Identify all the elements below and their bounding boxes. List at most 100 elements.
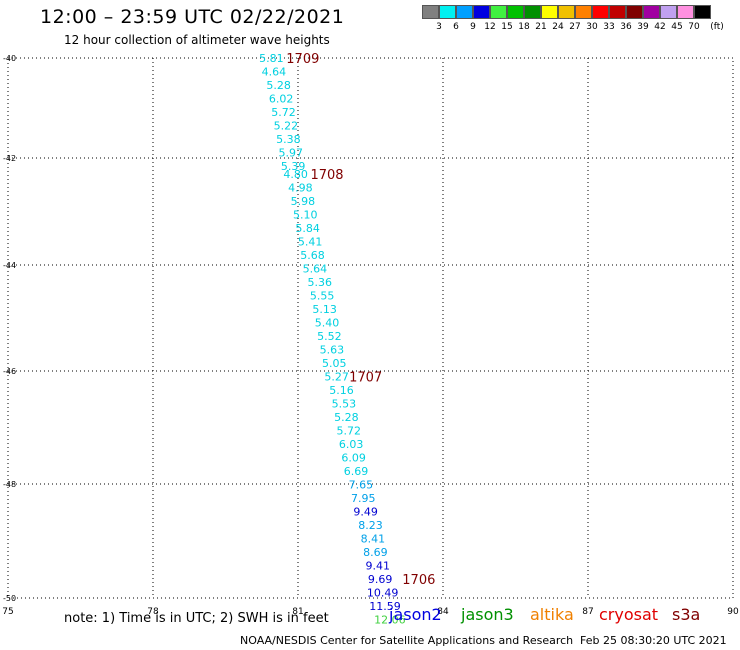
- pass-time: 1706: [402, 573, 435, 588]
- swh-value: 9.69: [368, 573, 393, 586]
- swh-value: 8.23: [358, 519, 383, 532]
- color-swatch: [575, 5, 592, 19]
- color-swatch: [660, 5, 677, 19]
- swh-value: 5.36: [308, 276, 333, 289]
- y-tick-label: -46: [3, 367, 16, 376]
- color-swatch: [626, 5, 643, 19]
- color-scale-tick: 6: [453, 22, 459, 32]
- swh-value: 5.84: [295, 222, 320, 235]
- map-frame: [7, 57, 734, 599]
- color-swatch: [524, 5, 541, 19]
- swh-value: 6.69: [344, 465, 369, 478]
- x-tick-label: 75: [2, 607, 13, 617]
- footer-credit: NOAA/NESDIS Center for Satellite Applica…: [240, 634, 574, 647]
- swh-value: 9.49: [353, 506, 378, 519]
- swh-value: 5.98: [291, 195, 316, 208]
- color-scale-tick: 9: [470, 22, 476, 32]
- color-swatch: [490, 5, 507, 19]
- x-tick-label: 81: [292, 607, 303, 617]
- swh-value: 4.80: [283, 168, 308, 181]
- swh-value: 4.64: [262, 66, 287, 79]
- x-tick-label: 87: [582, 607, 593, 617]
- color-scale-tick: 33: [603, 22, 615, 32]
- swh-value: 5.63: [320, 344, 345, 357]
- y-tick-label: -48: [3, 480, 16, 489]
- pass-time-labels: 1709 1708 1707 1706: [286, 52, 435, 588]
- color-swatch: [558, 5, 575, 19]
- satellite-legend-item: s3a: [672, 605, 701, 624]
- color-scale-tick: 70: [688, 22, 700, 32]
- x-tick-label: 78: [147, 607, 159, 617]
- swh-value: 4.98: [288, 182, 313, 195]
- color-scale-tick: 18: [518, 22, 530, 32]
- swh-value: 5.28: [334, 411, 359, 424]
- color-scale-tick: 24: [552, 22, 564, 32]
- satellite-legend-item: jason2: [389, 605, 442, 624]
- swh-value: 8.69: [363, 546, 388, 559]
- satellite-legend-item: cryosat: [599, 605, 659, 624]
- axis-tick-labels: 75 78 81 84 87 90 -40 -42 -44 -46 -48 -50: [2, 54, 739, 617]
- x-tick-label: 90: [727, 607, 739, 617]
- color-swatch: [677, 5, 694, 19]
- color-scale-tick: 42: [654, 22, 666, 32]
- swh-value: 5.16: [329, 384, 354, 397]
- y-tick-label: -44: [3, 261, 16, 270]
- swh-value: 10.49: [367, 587, 399, 600]
- color-swatch: [609, 5, 626, 19]
- color-scale-tick: 30: [586, 22, 598, 32]
- swh-value: 6.09: [341, 452, 366, 465]
- color-swatch: [473, 5, 490, 19]
- swh-value: 5.81: [259, 52, 284, 65]
- swh-value: 5.97: [279, 147, 304, 160]
- satellite-legend-item: altika: [530, 605, 574, 624]
- pass-time: 1708: [310, 168, 343, 183]
- satellite-legend-item: jason3: [461, 605, 514, 624]
- color-swatch: [507, 5, 524, 19]
- swh-value: 12.06: [374, 614, 406, 627]
- color-swatch: [592, 5, 609, 19]
- swh-value: 6.02: [269, 93, 294, 106]
- swh-value: 7.65: [349, 479, 374, 492]
- swh-value: 5.10: [293, 209, 318, 222]
- color-scale-tick: 15: [501, 22, 513, 32]
- map-subtitle: 12 hour collection of altimeter wave hei…: [64, 33, 330, 47]
- y-tick-label: -40: [3, 54, 16, 63]
- swh-value: 11.59: [369, 600, 401, 613]
- color-swatch: [422, 5, 439, 19]
- color-swatch: [541, 5, 558, 19]
- color-swatch: [643, 5, 660, 19]
- color-scale-tick: 3: [436, 22, 442, 32]
- color-scale-tick: 36: [620, 22, 632, 32]
- color-scale-tick: 27: [569, 22, 581, 32]
- swh-value: 5.53: [332, 398, 357, 411]
- footer-note: note: 1) Time is in UTC; 2) SWH is in fe…: [64, 611, 329, 626]
- pass-time: 1709: [286, 52, 319, 67]
- color-scale-tick: 39: [637, 22, 649, 32]
- swh-value: 5.13: [312, 303, 337, 316]
- swh-value: 5.72: [337, 425, 362, 438]
- footer-timestamp: Feb 25 08:30:20 UTC 2021: [580, 634, 727, 647]
- color-scale-tick: 21: [535, 22, 547, 32]
- swh-value: 5.05: [322, 357, 347, 370]
- color-scale-tick: 45: [671, 22, 683, 32]
- swh-value: 5.22: [274, 120, 299, 133]
- color-swatch: [694, 5, 711, 19]
- swh-value: 5.28: [266, 79, 291, 92]
- swh-value: 6.03: [339, 438, 364, 451]
- swh-value: 5.38: [276, 133, 301, 146]
- swh-value: 5.40: [315, 317, 340, 330]
- swh-value: 5.72: [271, 106, 296, 119]
- swh-value: 5.64: [303, 263, 328, 276]
- swh-value: 9.41: [366, 560, 391, 573]
- swh-value: 5.41: [298, 236, 323, 249]
- x-tick-label: 84: [437, 607, 449, 617]
- swh-value: 5.27: [324, 371, 349, 384]
- swh-value: 5.68: [300, 249, 325, 262]
- swh-value: 7.95: [351, 492, 376, 505]
- swh-value: 5.39: [281, 160, 306, 173]
- map-title: 12:00 – 23:59 UTC 02/22/2021: [40, 6, 345, 28]
- pass-time: 1707: [349, 371, 382, 386]
- wave-height-observations: 5.814.645.286.025.725.225.385.975.394.80…: [259, 52, 405, 627]
- lat-lon-grid: [7, 57, 734, 599]
